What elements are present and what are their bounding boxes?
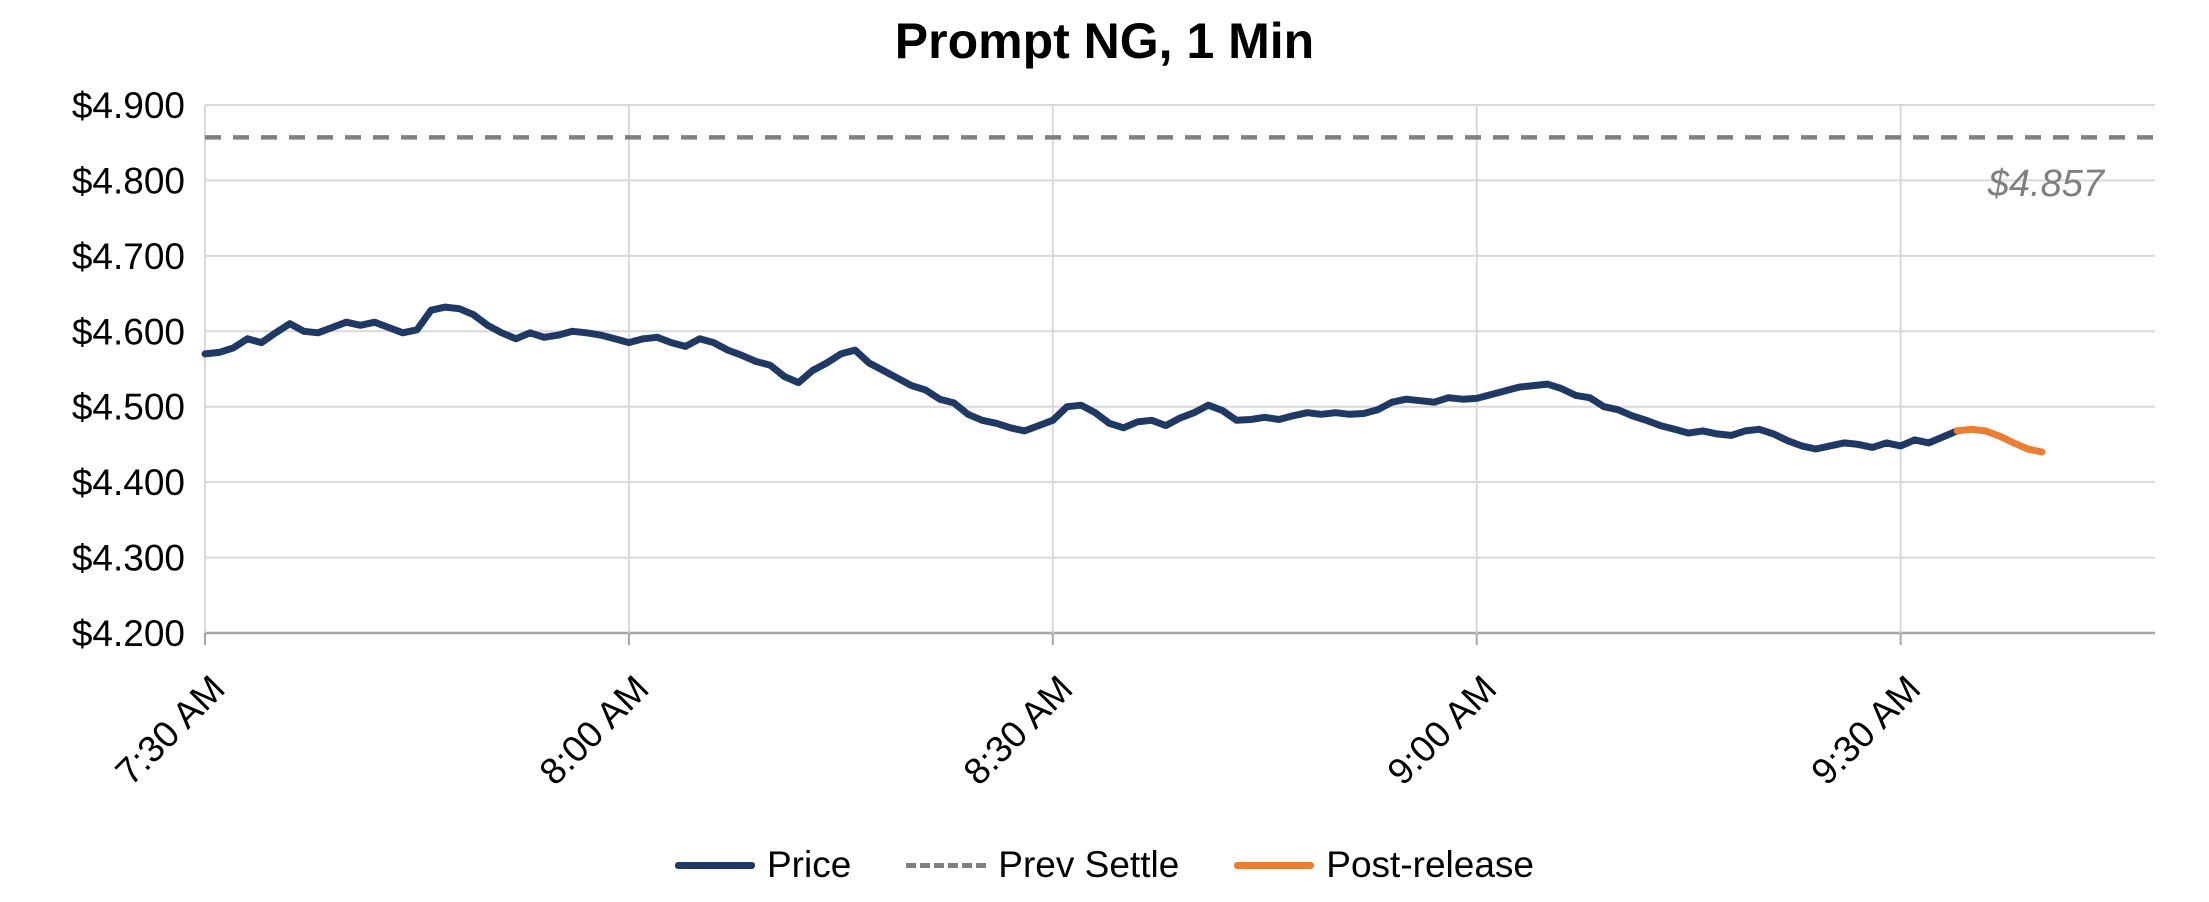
chart-title: Prompt NG, 1 Min	[894, 13, 1315, 69]
svg-text:7:30 AM: 7:30 AM	[108, 668, 233, 793]
prev-settle-line-swatch	[906, 862, 987, 868]
post-release-line-swatch	[1234, 861, 1315, 869]
legend-item-post-release: Post-release	[1234, 844, 1534, 886]
price-line-swatch	[674, 861, 755, 869]
legend-item-price: Price	[674, 844, 852, 886]
legend-label-post-release: Post-release	[1326, 844, 1534, 885]
svg-text:$4.400: $4.400	[72, 462, 185, 503]
svg-text:8:30 AM: 8:30 AM	[955, 668, 1080, 793]
svg-text:$4.800: $4.800	[72, 160, 185, 201]
legend-item-prev-settle: Prev Settle	[906, 844, 1179, 886]
svg-text:$4.700: $4.700	[72, 236, 185, 277]
svg-text:$4.300: $4.300	[72, 538, 185, 579]
prev-settle-annotation: $4.857	[1987, 163, 2104, 205]
svg-text:$4.500: $4.500	[72, 387, 185, 428]
legend-label-price: Price	[766, 844, 852, 885]
svg-text:9:00 AM: 9:00 AM	[1379, 668, 1504, 793]
svg-text:$4.900: $4.900	[72, 85, 185, 126]
svg-text:$4.200: $4.200	[72, 613, 185, 654]
chart-legend: Price Prev Settle Post-release	[0, 844, 2209, 886]
svg-text:9:30 AM: 9:30 AM	[1803, 668, 1928, 793]
svg-text:$4.600: $4.600	[72, 311, 185, 352]
svg-text:8:00 AM: 8:00 AM	[532, 668, 657, 793]
legend-label-prev-settle: Prev Settle	[998, 844, 1180, 885]
